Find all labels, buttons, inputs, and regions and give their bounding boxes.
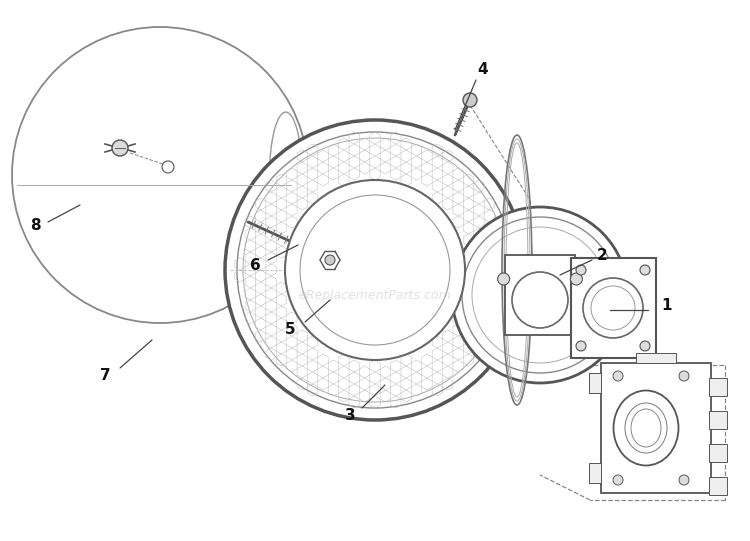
Bar — [571, 258, 656, 358]
Circle shape — [613, 475, 623, 485]
Circle shape — [112, 140, 128, 156]
Text: 3: 3 — [345, 407, 355, 423]
Bar — [505, 255, 575, 335]
Circle shape — [679, 371, 689, 381]
Circle shape — [679, 475, 689, 485]
Bar — [601, 363, 711, 493]
Circle shape — [285, 180, 465, 360]
Ellipse shape — [614, 391, 679, 465]
Bar — [589, 373, 601, 393]
Text: 2: 2 — [597, 247, 608, 262]
Text: eReplacementParts.com: eReplacementParts.com — [298, 288, 452, 301]
Circle shape — [583, 278, 643, 338]
Circle shape — [576, 341, 586, 351]
Circle shape — [570, 273, 582, 285]
Circle shape — [498, 273, 510, 285]
Circle shape — [325, 255, 335, 265]
Circle shape — [12, 27, 308, 323]
Text: 1: 1 — [662, 298, 672, 313]
Circle shape — [640, 265, 650, 275]
Text: 4: 4 — [478, 63, 488, 77]
Bar — [709, 477, 727, 495]
Circle shape — [613, 371, 623, 381]
Circle shape — [463, 93, 477, 107]
Circle shape — [452, 207, 628, 383]
Bar — [636, 353, 676, 363]
Ellipse shape — [631, 409, 661, 447]
Circle shape — [640, 341, 650, 351]
Bar — [709, 411, 727, 429]
Circle shape — [162, 161, 174, 173]
Ellipse shape — [269, 112, 302, 238]
Circle shape — [576, 265, 586, 275]
Text: 7: 7 — [100, 367, 110, 382]
Circle shape — [512, 272, 568, 328]
Circle shape — [225, 120, 525, 420]
Bar — [709, 444, 727, 462]
Text: 6: 6 — [250, 258, 260, 273]
Bar — [709, 378, 727, 396]
Text: 8: 8 — [30, 217, 40, 233]
Text: 5: 5 — [285, 322, 296, 338]
Bar — [589, 463, 601, 483]
